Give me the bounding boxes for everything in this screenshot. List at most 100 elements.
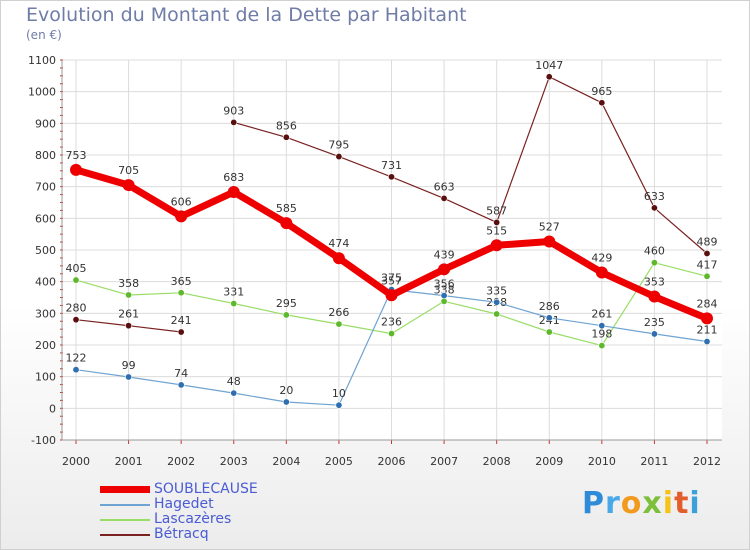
y-tick-label: 500 [35,244,56,257]
data-point [703,272,711,280]
data-point [282,133,290,141]
series-line-bétracq [233,76,708,255]
data-label: 266 [328,306,349,319]
legend-label: Bétracq [154,526,209,542]
data-point [122,179,135,192]
data-point [595,266,608,279]
data-point [72,366,80,374]
data-label: 331 [223,286,244,299]
data-point [177,289,185,297]
data-label: 241 [171,314,192,327]
x-tick-label: 2007 [430,455,458,468]
data-point [648,290,661,303]
data-point [70,163,82,176]
data-label: 356 [434,278,455,291]
data-point [545,314,553,322]
data-label: 753 [66,149,87,162]
data-point [440,194,448,202]
data-label: 1047 [535,59,563,72]
legend-swatch [100,504,150,506]
data-label: 856 [276,119,297,132]
data-point [125,373,133,381]
data-point [545,328,553,336]
data-label: 358 [118,277,139,290]
legend-label: SOUBLECAUSE [154,481,258,497]
data-point [701,312,713,325]
data-label: 527 [539,220,560,233]
data-point [438,263,451,276]
data-label: 375 [381,272,402,285]
x-tick-label: 2011 [640,455,668,468]
y-tick-label: 100 [35,371,56,384]
data-label: 286 [539,300,560,313]
logo-letter: i [662,486,675,521]
data-point [227,186,240,199]
data-label: 489 [697,235,718,248]
data-point [72,316,80,324]
data-point [598,99,606,107]
y-tick-label: 1100 [28,54,56,67]
data-label: 606 [171,195,192,208]
logo-letter: r [605,486,621,521]
data-point [490,239,503,252]
data-label: 20 [279,384,293,397]
chart-title: Evolution du Montant de la Dette par Hab… [26,4,467,26]
data-point [230,389,238,397]
x-tick-label: 2001 [115,455,143,468]
data-label: 585 [276,202,297,215]
data-label: 439 [434,248,455,261]
data-label: 198 [591,328,612,341]
x-tick-label: 2012 [693,455,721,468]
logo-letter: i [689,486,701,521]
x-tick-label: 2002 [167,455,195,468]
y-tick-label: 0 [49,402,56,415]
data-label: 48 [227,375,241,388]
data-point [72,276,80,284]
data-point [703,338,711,346]
data-point [703,249,711,257]
data-point [650,330,658,338]
data-point [177,328,185,336]
data-point [125,291,133,299]
legend-label: Hagedet [154,496,214,512]
logo-letter: o [620,486,643,521]
data-point [650,204,658,212]
data-label: 261 [591,308,612,321]
data-label: 284 [697,297,718,310]
data-point [493,218,501,226]
data-point [282,398,290,406]
data-label: 633 [644,190,665,203]
y-tick-label: 200 [35,339,56,352]
data-label: 705 [118,164,139,177]
data-point [440,292,448,300]
data-label: 663 [434,180,455,193]
data-point [493,310,501,318]
data-label: 405 [66,262,87,275]
x-tick-label: 2006 [378,455,406,468]
data-label: 795 [328,139,349,152]
data-label: 295 [276,297,297,310]
data-label: 731 [381,159,402,172]
data-point [598,342,606,350]
x-tick-label: 2009 [535,455,563,468]
data-point [175,210,188,223]
y-tick-label: 400 [35,276,56,289]
data-point [650,259,658,267]
x-tick-label: 2000 [62,455,90,468]
y-tick-label: 800 [35,149,56,162]
legend-swatch [100,519,150,521]
logo-letter: P [582,486,605,521]
data-point [280,217,293,230]
logo-letter: x [642,486,663,521]
data-label: 587 [486,204,507,217]
x-tick-label: 2004 [272,455,300,468]
proxiti-logo: Proxiti [582,486,701,521]
data-point [598,322,606,330]
data-point [230,300,238,308]
data-label: 353 [644,276,665,289]
data-label: 99 [122,359,136,372]
data-point [282,311,290,319]
data-label: 474 [328,237,349,250]
data-point [387,330,395,338]
